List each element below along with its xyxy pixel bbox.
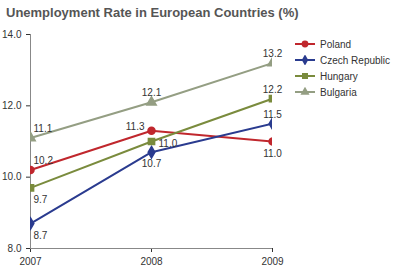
svg-text:11.0: 11.0 [263, 148, 282, 159]
svg-text:12.0: 12.0 [2, 100, 22, 111]
svg-text:2007: 2007 [19, 256, 42, 267]
svg-text:10.0: 10.0 [2, 171, 22, 182]
svg-text:11.5: 11.5 [263, 109, 282, 120]
svg-text:13.2: 13.2 [263, 48, 283, 59]
html-text:Hungary: Hungary [320, 70, 358, 82]
svg-text:11.1: 11.1 [34, 123, 53, 134]
svg-text:12.2: 12.2 [263, 84, 283, 95]
svg-text:8.7: 8.7 [34, 230, 48, 241]
html-text:Czech Republic: Czech Republic [320, 54, 390, 66]
svg-text:11.0: 11.0 [159, 138, 178, 149]
svg-text:10.7: 10.7 [142, 158, 162, 169]
svg-text:10.2: 10.2 [34, 155, 54, 166]
html-text:Poland: Poland [320, 38, 352, 50]
svg-text:12.1: 12.1 [142, 87, 162, 98]
svg-text:8.0: 8.0 [8, 243, 22, 254]
html-text:Bulgaria: Bulgaria [320, 86, 357, 98]
svg-text:2009: 2009 [261, 256, 284, 267]
svg-text:14.0: 14.0 [2, 29, 22, 40]
svg-text:11.3: 11.3 [126, 121, 145, 132]
svg-text:9.7: 9.7 [34, 194, 48, 205]
html-text:Unemployment Rate in European: Unemployment Rate in European Countries … [6, 5, 299, 20]
svg-text:2008: 2008 [140, 256, 163, 267]
